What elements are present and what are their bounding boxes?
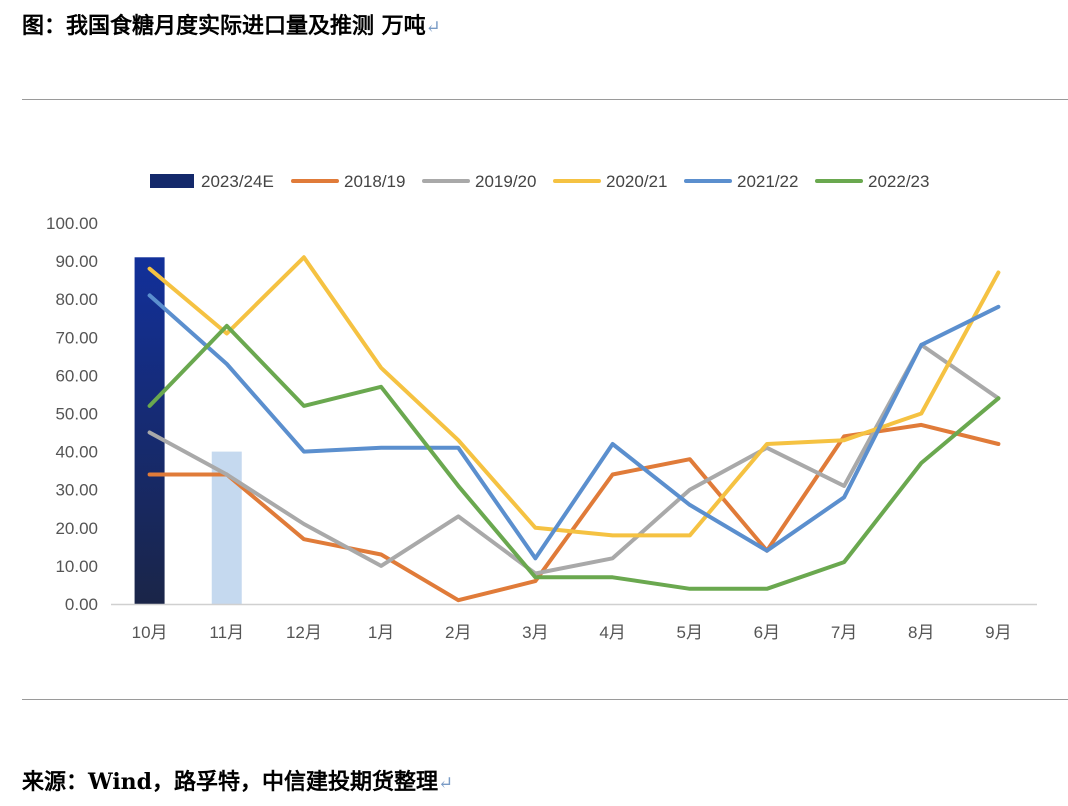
series-line <box>147 323 1001 591</box>
legend-label: 2023/24E <box>201 172 274 191</box>
series-line <box>147 293 1001 561</box>
x-tick-label: 4月 <box>599 623 625 642</box>
y-tick-label: 70.00 <box>55 328 98 347</box>
legend-swatch <box>150 174 194 188</box>
y-tick-label: 50.00 <box>55 405 98 424</box>
legend-label: 2020/21 <box>606 172 667 191</box>
return-mark: ↵ <box>425 17 441 38</box>
x-tick-label: 6月 <box>754 623 780 642</box>
series-line <box>147 422 1001 603</box>
y-tick-label: 100.00 <box>46 214 98 233</box>
legend-label: 2019/20 <box>475 172 536 191</box>
source-note: 来源：Wind，路孚特，中信建投期货整理↵ <box>22 769 454 795</box>
y-tick-label: 60.00 <box>55 366 98 385</box>
x-tick-label: 7月 <box>831 623 857 642</box>
x-axis: 10月 11月 12月 1月 2月 3月 4月 5月 6月 7月 8月 9月 <box>111 603 1037 642</box>
series-line <box>147 342 1001 576</box>
x-tick-label: 1月 <box>368 623 394 642</box>
bar-series <box>134 257 242 604</box>
x-tick-label: 3月 <box>522 623 548 642</box>
x-tick-label: 5月 <box>677 623 703 642</box>
x-tick-label: 9月 <box>985 623 1011 642</box>
y-tick-label: 10.00 <box>55 557 98 576</box>
y-axis: 0.00 10.00 20.00 30.00 40.00 50.00 60.00 70.00 8… <box>46 214 98 614</box>
y-tick-label: 20.00 <box>55 519 98 538</box>
return-mark: ↵ <box>438 773 454 794</box>
y-tick-label: 0.00 <box>65 595 98 614</box>
legend: 2023/24E 2018/19 2019/20 2020/21 2021/22 2022… <box>150 172 929 191</box>
y-tick-label: 80.00 <box>55 290 98 309</box>
x-tick-label: 12月 <box>286 623 322 642</box>
y-tick-label: 40.00 <box>55 443 98 462</box>
chart-title: 图：我国食糖月度实际进口量及推测 万吨↵ <box>22 13 441 39</box>
x-tick-label: 8月 <box>908 623 934 642</box>
x-tick-label: 10月 <box>132 623 168 642</box>
legend-label: 2021/22 <box>737 172 798 191</box>
line-series <box>147 255 1001 603</box>
legend-label: 2022/23 <box>868 172 929 191</box>
x-tick-label: 11月 <box>209 623 244 642</box>
top-divider <box>22 99 1068 100</box>
y-tick-label: 90.00 <box>55 252 98 271</box>
bottom-divider <box>22 699 1068 700</box>
x-tick-label: 2月 <box>445 623 471 642</box>
legend-label: 2018/19 <box>344 172 405 191</box>
series-line <box>147 255 1001 538</box>
y-tick-label: 30.00 <box>55 481 98 500</box>
